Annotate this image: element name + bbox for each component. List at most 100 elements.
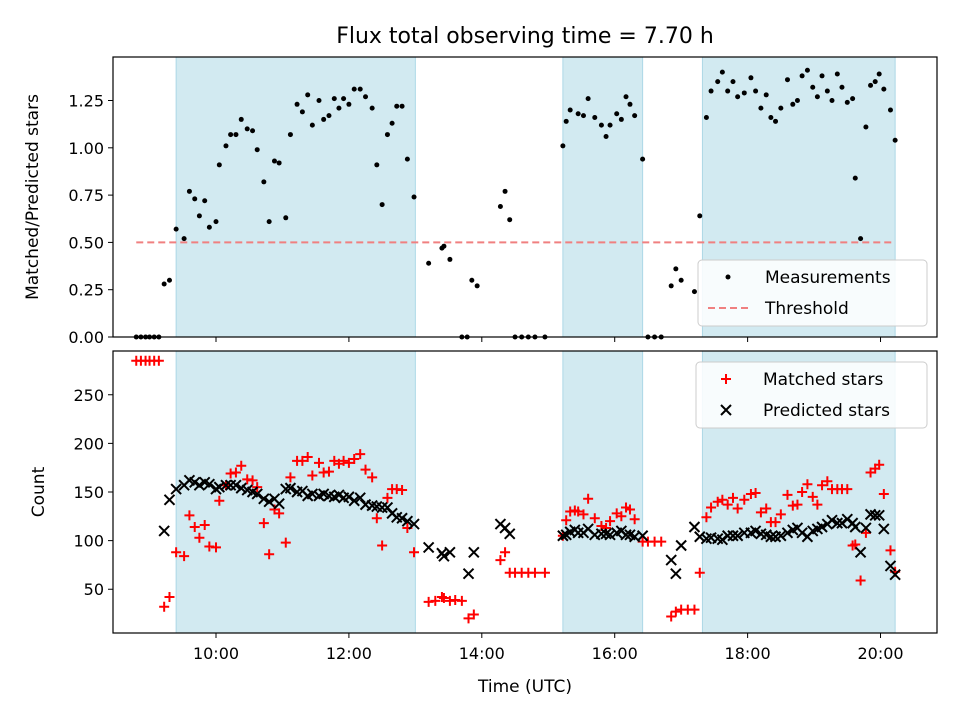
data-point xyxy=(203,478,216,490)
x-tick-label: 12:00 xyxy=(326,644,372,663)
data-point xyxy=(624,504,635,515)
data-point xyxy=(701,512,712,523)
data-point xyxy=(670,606,681,617)
data-point xyxy=(371,513,382,524)
data-point xyxy=(181,236,187,242)
data-point xyxy=(497,203,503,209)
data-point xyxy=(852,175,858,181)
data-point xyxy=(691,289,697,295)
data-point xyxy=(892,137,898,143)
data-point xyxy=(616,511,627,522)
y-tick-label: 250 xyxy=(73,386,104,405)
data-point xyxy=(316,98,322,104)
data-point xyxy=(166,277,172,283)
data-point xyxy=(401,515,414,527)
bottom-series xyxy=(131,355,901,624)
data-point xyxy=(163,494,176,506)
data-point xyxy=(441,243,447,249)
top-axes: 0.00 0.25 0.50 0.75 1.00 1.25 xyxy=(68,56,938,347)
data-point xyxy=(323,466,334,477)
data-point xyxy=(153,355,164,366)
data-point xyxy=(673,266,679,272)
data-point xyxy=(336,105,342,111)
bottom-axes: 50 100 150 200 250 10:00 12:00 14:00 16:00 18:00 2… xyxy=(73,350,938,663)
data-point xyxy=(357,86,363,92)
data-point xyxy=(404,156,410,162)
data-point xyxy=(773,118,779,124)
data-point xyxy=(236,460,247,471)
data-point xyxy=(529,567,540,578)
data-point xyxy=(884,560,897,572)
data-point xyxy=(614,111,620,117)
data-point xyxy=(305,92,311,98)
data-point xyxy=(741,90,747,96)
data-point xyxy=(463,613,474,624)
data-point xyxy=(170,483,182,495)
data-point xyxy=(430,595,441,606)
data-point xyxy=(355,449,366,460)
data-point xyxy=(331,96,337,102)
data-point xyxy=(223,143,229,149)
data-point xyxy=(640,156,646,162)
data-point xyxy=(839,84,845,90)
data-point xyxy=(263,496,275,508)
legend-swatch xyxy=(725,274,731,280)
data-point xyxy=(781,527,794,539)
data-point xyxy=(580,113,586,119)
y-tick-label: 200 xyxy=(73,434,104,453)
data-point xyxy=(233,132,239,138)
data-point xyxy=(266,219,272,225)
data-point xyxy=(274,508,285,519)
data-point xyxy=(264,549,275,560)
data-point xyxy=(618,116,624,122)
data-point xyxy=(807,491,818,502)
data-point xyxy=(158,525,170,537)
data-point xyxy=(230,479,242,491)
data-point xyxy=(755,507,766,518)
data-point xyxy=(560,143,566,149)
data-point xyxy=(271,158,277,164)
top-y-axis-label: Matched/Predicted stars xyxy=(23,94,43,300)
data-point xyxy=(363,94,369,100)
data-point xyxy=(792,499,803,510)
data-point xyxy=(656,536,667,547)
data-point xyxy=(697,213,703,219)
data-point xyxy=(206,224,212,230)
data-point xyxy=(836,517,848,529)
data-point xyxy=(604,529,616,541)
data-point xyxy=(228,132,234,138)
y-tick-label: 150 xyxy=(73,483,104,502)
data-point xyxy=(732,503,743,514)
legend-swatch xyxy=(720,404,732,416)
data-point xyxy=(377,540,388,551)
data-point xyxy=(775,509,786,520)
data-point xyxy=(396,512,408,524)
data-point xyxy=(750,487,761,498)
data-point xyxy=(469,277,475,283)
data-point xyxy=(438,550,450,562)
data-point xyxy=(438,592,449,603)
data-point xyxy=(338,455,349,466)
data-point xyxy=(668,283,674,289)
data-point xyxy=(280,537,291,548)
data-point xyxy=(706,502,717,513)
data-point xyxy=(814,94,820,100)
data-point xyxy=(689,604,700,615)
data-point xyxy=(878,523,890,535)
data-point xyxy=(869,509,881,522)
bottom-panel: 50 100 150 200 250 10:00 12:00 14:00 16:00 18:00 2… xyxy=(29,350,938,663)
series-predicted-stars xyxy=(158,474,901,581)
data-point xyxy=(812,499,823,510)
data-point xyxy=(179,551,190,562)
data-point xyxy=(585,96,591,102)
legend-box xyxy=(695,361,928,429)
data-point xyxy=(775,530,787,542)
data-point xyxy=(688,521,701,533)
data-point xyxy=(409,547,420,558)
data-point xyxy=(184,510,195,521)
data-point xyxy=(794,98,800,104)
shaded-span-0 xyxy=(175,56,416,338)
data-point xyxy=(411,194,417,200)
data-point xyxy=(810,84,816,90)
data-point xyxy=(620,529,632,541)
